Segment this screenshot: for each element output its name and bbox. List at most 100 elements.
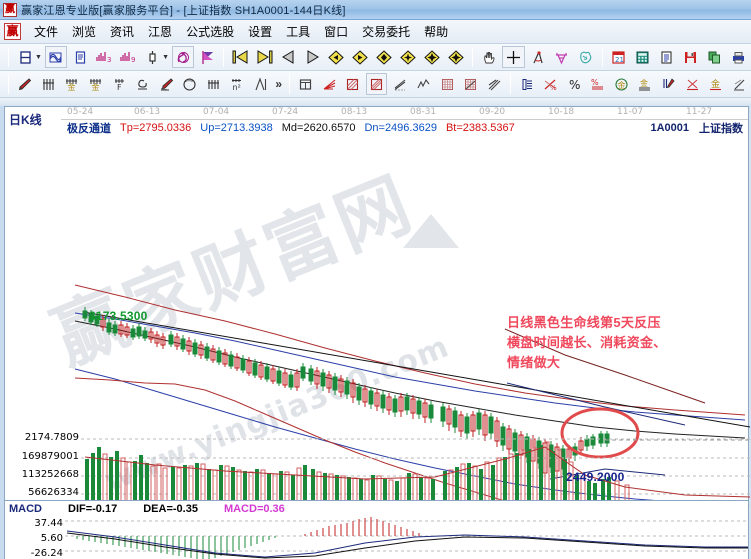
- fan-red-icon[interactable]: [319, 73, 341, 95]
- hand-tool-icon[interactable]: [478, 46, 500, 68]
- brain-icon[interactable]: [575, 46, 597, 68]
- gold-circle-icon[interactable]: 金: [611, 73, 633, 95]
- menu-settings[interactable]: 设置: [248, 25, 273, 39]
- macd-window[interactable]: MACD DIF=-0.17 DEA=-0.35 MACD=0.36 37.44…: [4, 500, 749, 559]
- title-bar: 赢 赢家江恩专业版[赢家服务平台] - [上证指数 SH1A0001-144日K…: [0, 0, 751, 20]
- formula-icon[interactable]: [172, 46, 195, 68]
- slash-icon[interactable]: [728, 73, 750, 95]
- symbol-name: 上证指数: [699, 123, 743, 135]
- last-page-icon[interactable]: [253, 46, 275, 68]
- volume-axis-label: 169879001: [21, 451, 79, 462]
- menu-trade-order[interactable]: 交易委托: [362, 25, 411, 39]
- menu-window[interactable]: 窗口: [324, 25, 349, 39]
- layout-icon[interactable]: [14, 46, 36, 68]
- indicator-md: Md=2620.6570: [281, 122, 356, 134]
- print-icon[interactable]: [728, 46, 750, 68]
- circle-tool-icon[interactable]: [179, 73, 201, 95]
- brush-icon[interactable]: [658, 73, 680, 95]
- grid-icon[interactable]: [437, 73, 459, 95]
- compass-icon[interactable]: [527, 46, 549, 68]
- clipboard-icon[interactable]: [69, 46, 91, 68]
- date-tick: 09-20: [479, 107, 506, 117]
- trend-icon[interactable]: [413, 73, 435, 95]
- network-icon[interactable]: [44, 46, 67, 68]
- highlight-ellipse: [560, 407, 640, 459]
- parallel-lines-icon[interactable]: [203, 73, 225, 95]
- pen-tool-icon[interactable]: [14, 73, 36, 95]
- prev-icon[interactable]: [277, 46, 299, 68]
- menu-tools[interactable]: 工具: [286, 25, 311, 39]
- zoom-left-icon[interactable]: [325, 46, 347, 68]
- grid-lines-icon[interactable]: [38, 73, 60, 95]
- date-tick: 11-27: [686, 107, 713, 117]
- percent-cross-icon[interactable]: %: [540, 73, 562, 95]
- macd-header: MACD DIF=-0.17 DEA=-0.35 MACD=0.36: [9, 502, 285, 516]
- date-tick: 06-13: [134, 107, 161, 117]
- grid-red-icon[interactable]: [365, 73, 388, 95]
- macd-dea-value: DEA=-0.35: [143, 503, 198, 515]
- slope-icon[interactable]: [389, 73, 411, 95]
- price-label-high: 3173.5300: [89, 309, 148, 323]
- candle-icon[interactable]: [141, 46, 163, 68]
- layout-dropdown-arrow-icon[interactable]: ▼: [35, 53, 42, 61]
- chart-window[interactable]: 05-24 06-13 07-04 07-24 08-13 08-31 09-2…: [4, 106, 750, 559]
- svg-text:%: %: [591, 78, 599, 87]
- menu-file[interactable]: 文件: [34, 25, 59, 39]
- menu-browse[interactable]: 浏览: [72, 25, 97, 39]
- calendar-icon[interactable]: 21: [608, 46, 630, 68]
- toolbar-separator: [223, 47, 225, 67]
- next-icon[interactable]: [301, 46, 323, 68]
- crosshair-icon[interactable]: [502, 46, 525, 68]
- percent-red-icon[interactable]: %: [587, 73, 609, 95]
- annotation-line-1: 日线黑色生命线第5天反压: [507, 315, 661, 330]
- price-chart-canvas[interactable]: [5, 107, 750, 558]
- gold-line-icon[interactable]: 金: [634, 73, 656, 95]
- marker-pen-icon[interactable]: [155, 73, 177, 95]
- gann-fan-icon[interactable]: [551, 46, 573, 68]
- calculator-icon[interactable]: [632, 46, 654, 68]
- zoom-in-icon[interactable]: [397, 46, 419, 68]
- period-label: 日K线: [9, 113, 42, 127]
- date-tick: 05-24: [67, 107, 94, 117]
- gold-ratio-2-icon[interactable]: 金: [85, 73, 107, 95]
- grid2-icon[interactable]: [460, 73, 482, 95]
- spiral-icon[interactable]: [132, 73, 154, 95]
- menu-help[interactable]: 帮助: [424, 25, 449, 39]
- parallel-icon[interactable]: [484, 73, 506, 95]
- save-icon[interactable]: [680, 46, 702, 68]
- first-page-icon[interactable]: [229, 46, 251, 68]
- volume-axis-label: 113252668: [21, 469, 79, 480]
- candle-dropdown-arrow-icon[interactable]: ▼: [162, 53, 170, 61]
- f-lines-icon[interactable]: F: [108, 73, 130, 95]
- zoom-out-icon[interactable]: [421, 46, 443, 68]
- zoom-reset-icon[interactable]: [445, 46, 467, 68]
- percent-icon[interactable]: %: [563, 73, 585, 95]
- n-squared-icon[interactable]: n²: [226, 73, 248, 95]
- ladder-icon[interactable]: [516, 73, 538, 95]
- indicator-name: 极反通道: [67, 123, 111, 135]
- macd-axis-label: -26.24: [30, 548, 63, 559]
- menu-news[interactable]: 资讯: [110, 25, 135, 39]
- menu-gann[interactable]: 江恩: [148, 25, 173, 39]
- zoom-fit-icon[interactable]: [373, 46, 395, 68]
- cross-red-icon[interactable]: [681, 73, 703, 95]
- toolbar-separator: [8, 74, 9, 94]
- flag-icon[interactable]: [196, 46, 218, 68]
- frame-icon[interactable]: [295, 73, 317, 95]
- indicator-9-icon[interactable]: 9: [117, 46, 139, 68]
- symbol-code: 1A0001: [650, 122, 689, 134]
- box-red-icon[interactable]: [342, 73, 364, 95]
- copy-icon[interactable]: [704, 46, 726, 68]
- indicator-3-icon[interactable]: 3: [93, 46, 115, 68]
- menu-formula-stock-pick[interactable]: 公式选股: [186, 25, 235, 39]
- angle-tool-icon[interactable]: [250, 73, 272, 95]
- price-label-low: 2449.2000: [566, 470, 625, 484]
- indicator-header: 极反通道 Tp=2795.0336 Up=2713.3938 Md=2620.6…: [67, 121, 515, 135]
- gold-under-icon[interactable]: 金: [705, 73, 727, 95]
- zoom-right-icon[interactable]: [349, 46, 371, 68]
- svg-text:%: %: [550, 84, 557, 92]
- more-tools-icon[interactable]: »: [275, 77, 283, 91]
- gold-ratio-1-icon[interactable]: 金: [61, 73, 83, 95]
- report-icon[interactable]: [656, 46, 678, 68]
